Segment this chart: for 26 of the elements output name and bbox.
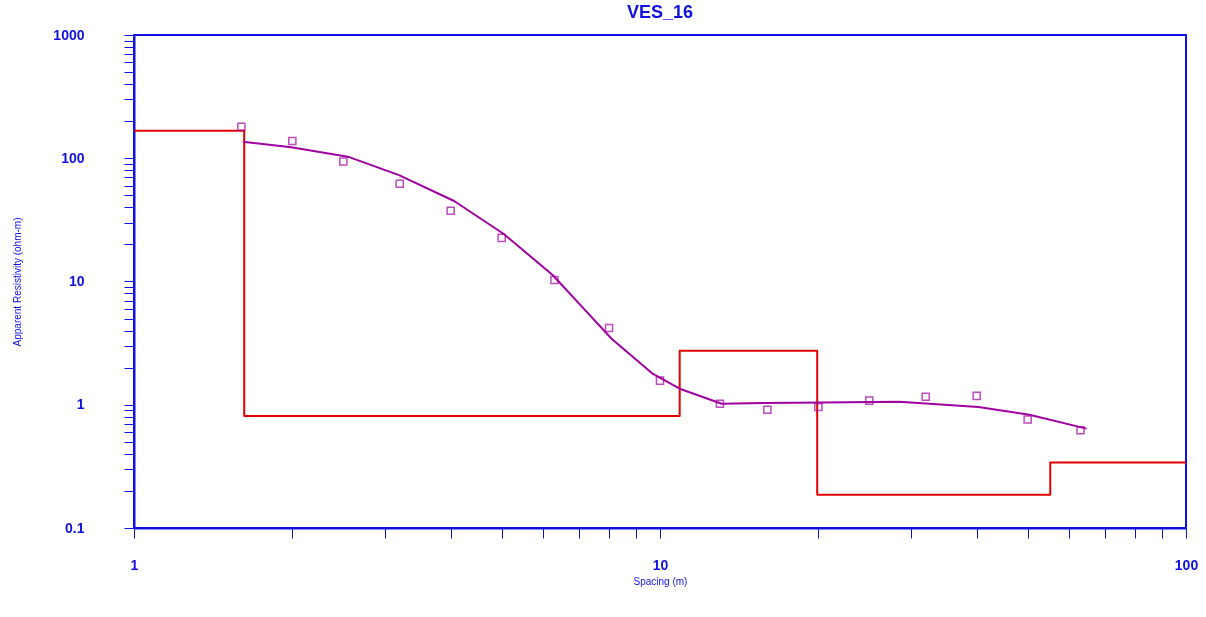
point (655, 376, 665, 385)
y-tick-label: 1000 (53, 26, 85, 43)
x-tick-label: 100 (1174, 556, 1199, 573)
x-axis-title: Spacing (m) (633, 575, 688, 587)
point (288, 136, 297, 146)
point (865, 396, 874, 405)
chart-title: VES_16 (626, 2, 694, 22)
point (814, 402, 823, 412)
point (446, 206, 455, 216)
y-tick-label: 100 (61, 149, 85, 166)
y-tick-label: 10 (68, 273, 85, 289)
point (604, 323, 614, 333)
point (1023, 415, 1032, 424)
point (763, 405, 772, 415)
point (1076, 426, 1085, 435)
point (550, 275, 559, 285)
point (972, 391, 981, 401)
x-tick-label: 1 (130, 556, 139, 573)
y-tick-label: 0.1 (65, 519, 85, 536)
point (497, 233, 506, 243)
point (339, 157, 348, 166)
y-tick-label: 1 (76, 396, 85, 413)
x-tick-label: 10 (652, 556, 669, 573)
y-axis-title: Apparent Resistivity (ohm-m) (12, 217, 24, 347)
point (395, 179, 404, 189)
point (237, 122, 246, 132)
